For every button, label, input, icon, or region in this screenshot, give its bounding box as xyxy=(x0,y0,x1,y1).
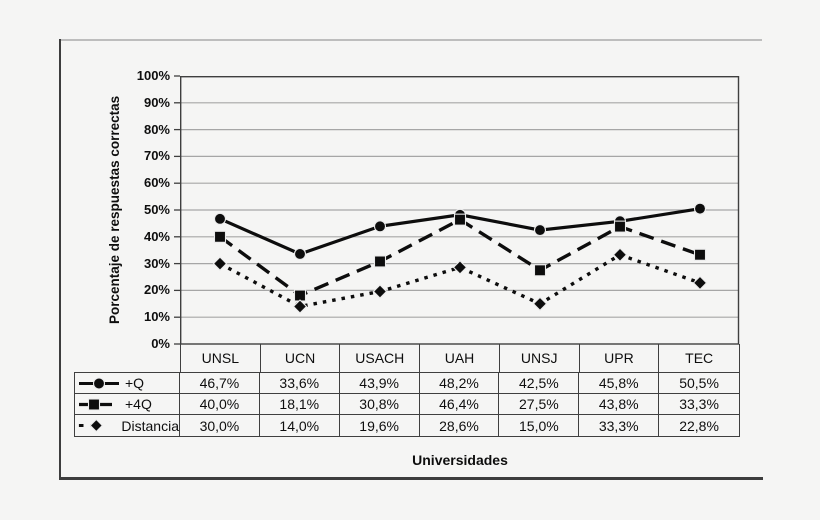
table-cell: 30,0% xyxy=(180,415,260,436)
column-header: UAH xyxy=(420,344,500,372)
table-cell: 45,8% xyxy=(579,373,660,394)
table-cell: 22,8% xyxy=(679,417,719,434)
table-cell: 15,0% xyxy=(499,415,580,436)
column-header: UNSJ xyxy=(500,344,580,372)
series-label: +4Q xyxy=(125,396,152,412)
table-cell: 42,5% xyxy=(499,373,580,394)
table-cell: 30,8% xyxy=(339,394,420,415)
column-header: UCN xyxy=(261,344,341,372)
table-cell: 33,3% xyxy=(659,394,739,415)
column-header: USACH xyxy=(340,344,421,372)
y-tick-label: 60% xyxy=(143,175,170,191)
legend-cell: +Q xyxy=(75,373,180,394)
y-tick-label: 10% xyxy=(143,309,170,325)
y-tick-label: 50% xyxy=(143,202,170,217)
table-cell: 33,3% xyxy=(579,415,660,436)
y-tick-label: 80% xyxy=(143,121,170,137)
table-cell: 19,6% xyxy=(340,415,420,436)
table-cell: 46,7% xyxy=(180,373,260,394)
table-cell: 48,2% xyxy=(419,373,500,394)
table-cell: 43,8% xyxy=(579,394,660,415)
column-header: UNSL xyxy=(181,344,261,372)
figure-frame-left xyxy=(59,39,61,480)
legend-cell: Distancia xyxy=(75,415,180,436)
y-tick-label: 90% xyxy=(143,94,170,110)
table-cell: 40,0% xyxy=(180,394,260,415)
y-tick-label: 0% xyxy=(151,336,170,351)
legend-cell: +4Q xyxy=(75,394,180,415)
table-cell: 50,5% xyxy=(659,373,739,394)
table-cell: 33,6% xyxy=(259,373,340,394)
y-tick-label: 30% xyxy=(143,255,170,271)
figure-frame-bottom xyxy=(59,477,763,480)
diamond-marker-legend-swatch xyxy=(78,418,103,433)
table-cell: 18,1% xyxy=(259,394,340,415)
column-header: UPR xyxy=(580,344,660,372)
table-cell: 46,4% xyxy=(419,394,500,415)
series-label: +Q xyxy=(125,375,145,391)
column-header: TEC xyxy=(685,350,714,366)
circle-marker-legend-swatch xyxy=(79,376,119,390)
table-cell: 28,6% xyxy=(420,415,500,436)
y-tick-label: 70% xyxy=(143,148,170,164)
table-body: +Q 46,7% 33,6% 43,9% 48,2% 42,5% 45,8% 50,5% +4Q… xyxy=(74,372,740,437)
square-marker-legend-swatch xyxy=(79,397,119,411)
line-chart-plot xyxy=(174,75,740,345)
table-cell: 14,0% xyxy=(260,415,340,436)
table-cell: 27,5% xyxy=(499,394,580,415)
table-header-row: UNSL UCN USACH UAH UNSJ UPR TEC xyxy=(180,344,740,372)
figure-frame-top xyxy=(59,39,762,41)
y-tick-label: 100% xyxy=(136,68,170,83)
x-axis-title: Universidades xyxy=(412,452,508,468)
y-tick-label: 40% xyxy=(143,228,170,244)
y-tick-label: 20% xyxy=(143,282,170,298)
table-cell: 43,9% xyxy=(339,373,420,394)
series-label: Distancia xyxy=(121,417,179,434)
